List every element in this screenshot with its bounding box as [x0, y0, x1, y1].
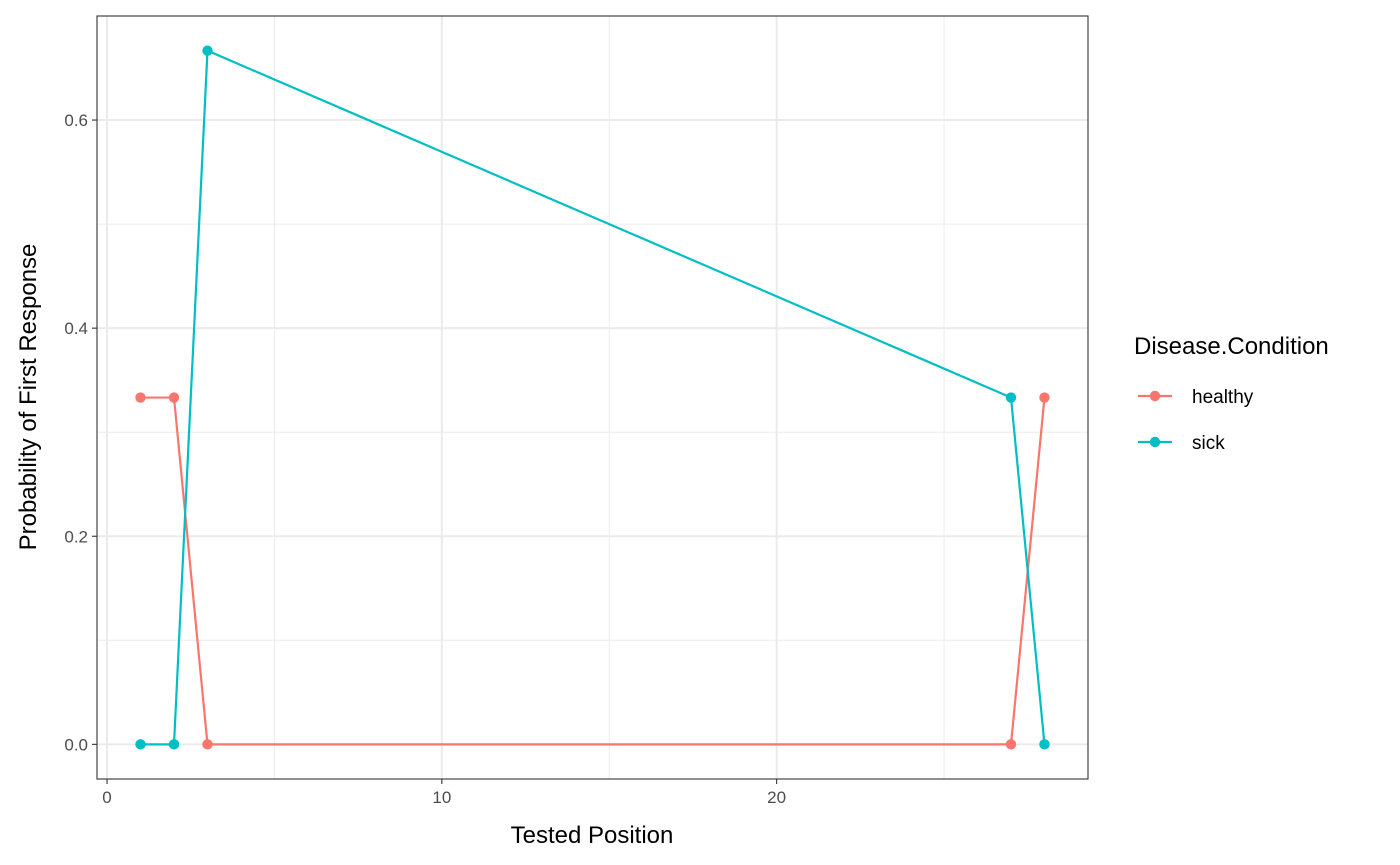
data-point-sick — [1039, 739, 1050, 750]
y-axis-title: Probability of First Response — [15, 244, 42, 551]
data-point-sick — [1005, 392, 1017, 403]
data-point-healthy — [168, 392, 180, 403]
x-tick-label: 0 — [102, 788, 111, 807]
series-line-healthy — [140, 396, 1046, 746]
panel-border — [96, 15, 1089, 780]
major-gridlines — [97, 16, 1088, 779]
x-tick-label: 10 — [432, 788, 451, 807]
legend-keys: healthy sick — [1138, 387, 1254, 454]
y-tick-label: 0.6 — [64, 111, 88, 130]
series-points — [135, 45, 1050, 750]
x-tick-label: 20 — [767, 788, 786, 807]
y-tick-label: 0.4 — [64, 319, 88, 338]
data-point-healthy — [135, 392, 146, 403]
legend-item-sick: sick — [1138, 433, 1225, 454]
data-point-healthy — [1039, 392, 1050, 403]
data-point-healthy — [1005, 739, 1017, 750]
legend: Disease.Condition healthy sick — [1134, 333, 1329, 454]
y-axis: 0.0 0.2 0.4 0.6 — [64, 111, 97, 754]
legend-key-point — [1149, 436, 1161, 448]
legend-label: sick — [1192, 433, 1225, 454]
legend-title: Disease.Condition — [1134, 333, 1329, 360]
minor-gridlines — [97, 16, 1088, 779]
x-axis: 0 10 20 — [102, 779, 786, 807]
legend-key-point — [1149, 390, 1161, 402]
legend-item-healthy: healthy — [1138, 387, 1254, 408]
y-tick-label: 0.0 — [64, 735, 88, 754]
x-axis-title: Tested Position — [511, 822, 674, 849]
y-tick-label: 0.2 — [64, 527, 88, 546]
data-point-sick — [202, 45, 213, 56]
data-point-sick — [135, 739, 146, 750]
data-point-sick — [168, 739, 180, 750]
legend-label: healthy — [1192, 387, 1254, 408]
data-point-healthy — [202, 739, 213, 750]
